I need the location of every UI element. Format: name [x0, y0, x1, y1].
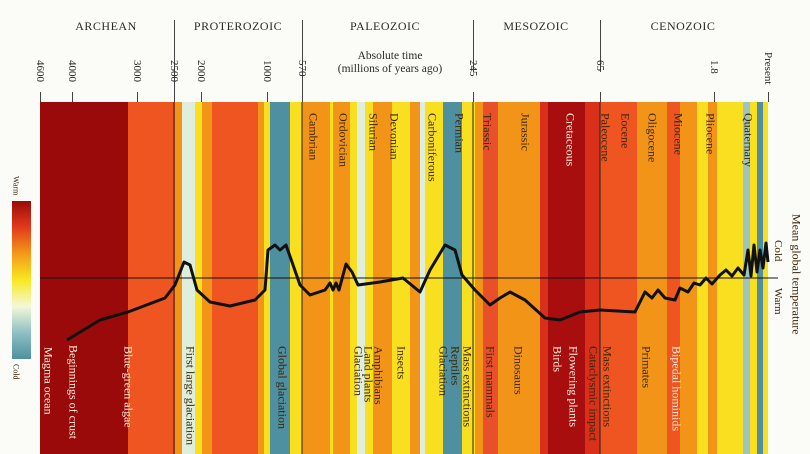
event-label: Amphibians	[371, 346, 386, 405]
era-divider	[302, 20, 303, 102]
event-label: Glaciation	[351, 346, 366, 396]
period-label: Pliocene	[703, 113, 718, 155]
event-label: Mass extinctions	[460, 346, 475, 427]
tick-label: 1.8	[708, 60, 720, 74]
period-label: Carboniferous	[425, 113, 440, 182]
period-label: Oligocene	[645, 113, 660, 163]
event-label: Glaciation	[436, 346, 451, 396]
tick-label: 65	[594, 60, 606, 71]
axis-title-line1: Absolute time	[357, 50, 423, 62]
event-label: Land plants	[361, 346, 376, 403]
era-mesozoic: MESOZOIC	[503, 19, 569, 33]
tick-mark	[267, 92, 268, 102]
tick-mark	[174, 92, 175, 102]
tick-label: 245	[467, 60, 479, 77]
tick-mark	[302, 92, 303, 102]
period-label: Cretaceous	[563, 113, 578, 167]
era-divider	[174, 20, 175, 102]
axis-title-line2: (millions of years ago)	[337, 63, 443, 75]
period-label: Quaternary	[741, 113, 756, 167]
event-label: Bipedal hominids	[669, 346, 684, 431]
tick-mark	[72, 92, 73, 102]
event-label: Global glaciation	[275, 346, 290, 429]
event-label: Insects	[394, 346, 409, 380]
tick-label: 2500	[168, 60, 180, 82]
event-label: First large glaciation	[183, 346, 198, 446]
color-scale-legend	[12, 201, 31, 359]
period-label: Jurassic	[518, 113, 533, 151]
era-proterozoic: PROTEROZOIC	[193, 19, 283, 33]
temperature-axis-title: Mean global temperature	[789, 214, 804, 335]
period-label: Triassic	[480, 113, 495, 151]
axis-title: Absolute time (millions of years ago)	[330, 50, 450, 76]
tick-mark	[201, 92, 202, 102]
tick-mark	[137, 92, 138, 102]
temperature-curve	[66, 241, 770, 342]
period-label: Devonian	[387, 113, 402, 160]
event-label: First mammals	[483, 346, 498, 418]
event-label: Primates	[639, 346, 654, 388]
event-label: Flowering plants	[566, 346, 581, 427]
event-label: Magma ocean	[41, 347, 56, 415]
era-archean: ARCHEAN	[75, 19, 137, 33]
event-label: Blue-green algae	[121, 346, 136, 428]
period-label: Cambrian	[306, 113, 321, 161]
period-label: Miocene	[671, 113, 686, 155]
tick-label: 570	[296, 60, 308, 77]
cold-label: Cold	[772, 240, 784, 262]
event-label: Cataclysmic impact	[586, 346, 601, 441]
period-label: Paleocene	[598, 113, 613, 162]
tick-label: 4600	[34, 60, 46, 82]
era-paleozoic: PALEOZOIC	[349, 19, 421, 33]
legend-warm-label: Warm	[11, 176, 21, 196]
tick-label: 2000	[195, 60, 207, 82]
event-label: Beginnings of crust	[66, 345, 81, 439]
era-divider	[473, 20, 474, 72]
event-label: Reptiles	[448, 346, 463, 386]
tick-label: Present	[762, 52, 774, 85]
tick-label: 4000	[66, 60, 78, 82]
tick-mark	[768, 92, 769, 102]
era-divider	[600, 20, 601, 72]
tick-label: 3000	[131, 60, 143, 82]
tick-mark	[473, 92, 474, 102]
tick-mark	[40, 92, 41, 102]
tick-mark	[600, 92, 601, 102]
period-label: Silurian	[366, 113, 381, 151]
period-label: Ordovician	[336, 113, 351, 167]
tick-label: 1000	[261, 60, 273, 82]
period-label: Permian	[452, 113, 467, 153]
event-label: Birds	[550, 346, 565, 373]
tick-mark	[714, 92, 715, 102]
event-label: Mass extinctions	[600, 346, 615, 427]
legend-cold-label: Cold	[11, 364, 21, 380]
warm-label: Warm	[772, 288, 784, 315]
period-label: Eocene	[618, 113, 633, 149]
era-cenozoic: CENOZOIC	[650, 19, 716, 33]
event-label: Dinosaurs	[511, 346, 526, 395]
